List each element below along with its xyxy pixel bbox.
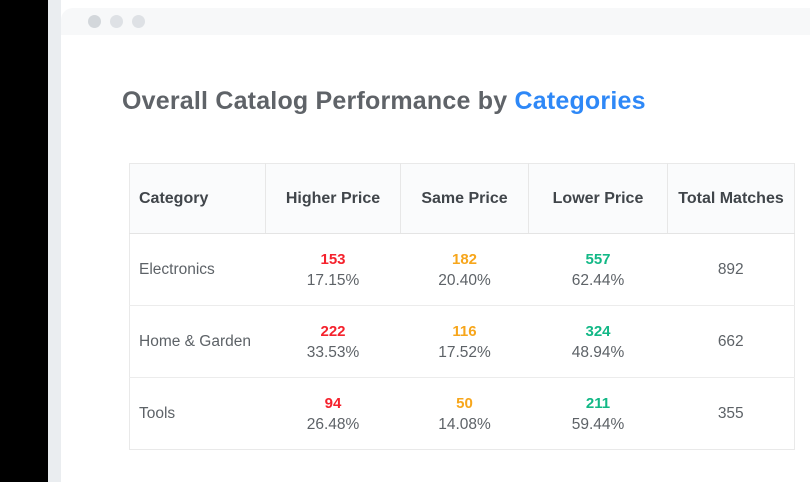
category-cell: Home & Garden <box>129 305 266 378</box>
higher-price-cell: 153 17.15% <box>265 233 401 306</box>
lower-price-cell: 557 62.44% <box>528 233 668 306</box>
left-backdrop <box>0 0 48 482</box>
window-dot-icon[interactable] <box>132 15 145 28</box>
page-title-prefix: Overall Catalog Performance by <box>122 87 515 115</box>
total-matches-cell: 892 <box>667 233 795 306</box>
same-pct: 14.08% <box>438 415 491 433</box>
page-content: Overall Catalog Performance by Categorie… <box>61 35 810 450</box>
catalog-performance-table: Category Higher Price Same Price Lower P… <box>129 163 795 450</box>
lower-pct: 62.44% <box>571 271 625 289</box>
column-header-same-price: Same Price <box>400 163 529 234</box>
lower-pct: 59.44% <box>571 415 625 433</box>
column-header-higher-price: Higher Price <box>265 163 401 234</box>
lower-pct: 48.94% <box>571 343 625 361</box>
window-dot-icon[interactable] <box>88 15 101 28</box>
same-count: 50 <box>456 394 473 412</box>
table-row: Tools 94 26.48% 50 14.08% 211 59.44% 355 <box>129 377 795 450</box>
page-title: Overall Catalog Performance by Categorie… <box>122 86 810 116</box>
same-count: 116 <box>452 322 477 340</box>
higher-count: 94 <box>324 394 342 412</box>
column-header-total-matches: Total Matches <box>667 163 795 234</box>
card-shadow-gutter <box>48 0 61 482</box>
category-cell: Electronics <box>129 233 266 306</box>
table-row: Home & Garden 222 33.53% 116 17.52% 324 … <box>129 305 795 378</box>
same-price-cell: 50 14.08% <box>400 377 529 450</box>
same-price-cell: 182 20.40% <box>400 233 529 306</box>
higher-pct: 26.48% <box>306 415 360 433</box>
higher-pct: 33.53% <box>306 343 360 361</box>
lower-count: 211 <box>585 394 611 412</box>
window-titlebar <box>61 8 810 35</box>
total-matches-cell: 662 <box>667 305 795 378</box>
lower-price-cell: 324 48.94% <box>528 305 668 378</box>
higher-price-cell: 94 26.48% <box>265 377 401 450</box>
total-matches-cell: 355 <box>667 377 795 450</box>
category-cell: Tools <box>129 377 266 450</box>
window-dot-icon[interactable] <box>110 15 123 28</box>
categories-link[interactable]: Categories <box>514 87 646 115</box>
table-row: Electronics 153 17.15% 182 20.40% 557 62… <box>129 233 795 306</box>
lower-count: 557 <box>585 250 611 268</box>
browser-window-card: Overall Catalog Performance by Categorie… <box>61 8 810 482</box>
higher-count: 222 <box>320 322 346 340</box>
higher-price-cell: 222 33.53% <box>265 305 401 378</box>
table-header-row: Category Higher Price Same Price Lower P… <box>129 163 795 234</box>
lower-count: 324 <box>585 322 611 340</box>
same-pct: 17.52% <box>438 343 491 361</box>
same-price-cell: 116 17.52% <box>400 305 529 378</box>
higher-count: 153 <box>320 250 346 268</box>
column-header-lower-price: Lower Price <box>528 163 668 234</box>
same-pct: 20.40% <box>438 271 491 289</box>
lower-price-cell: 211 59.44% <box>528 377 668 450</box>
higher-pct: 17.15% <box>306 271 360 289</box>
same-count: 182 <box>451 250 478 268</box>
column-header-category: Category <box>129 163 266 234</box>
